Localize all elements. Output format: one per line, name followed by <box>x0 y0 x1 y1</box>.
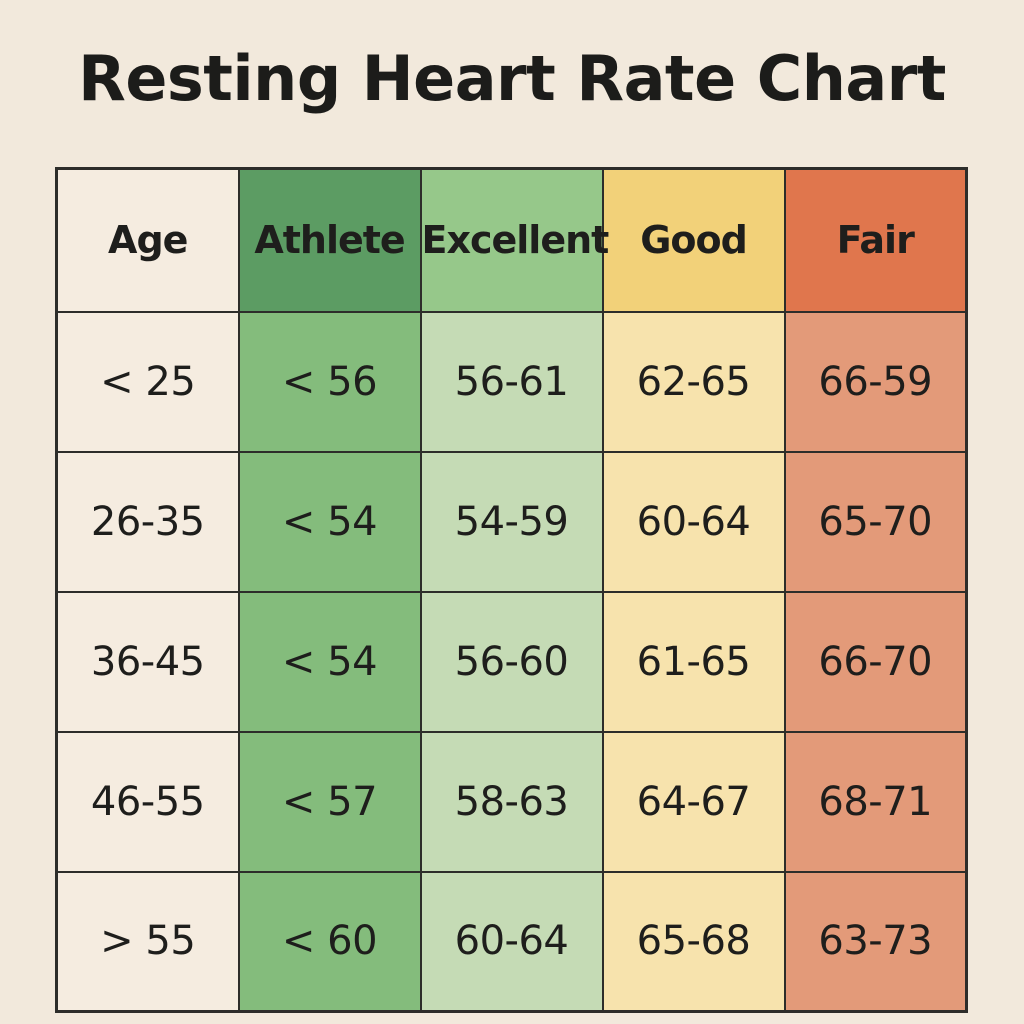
athlete-cell: < 57 <box>237 730 422 873</box>
excellent-cell: 56-61 <box>419 310 604 453</box>
heart-rate-table: Age Athlete Excellent Good Fair < 25 < 5… <box>55 167 968 1013</box>
fair-cell: 68-71 <box>783 730 968 873</box>
fair-cell: 66-59 <box>783 310 968 453</box>
age-cell: < 25 <box>55 310 240 453</box>
good-cell: 65-68 <box>601 870 786 1013</box>
age-cell: 46-55 <box>55 730 240 873</box>
table-row: < 25 < 56 56-61 62-65 66-59 <box>55 310 968 453</box>
good-cell: 60-64 <box>601 450 786 593</box>
excellent-cell: 56-60 <box>419 590 604 733</box>
column-header-fair: Fair <box>783 167 968 313</box>
age-cell: 26-35 <box>55 450 240 593</box>
column-header-excellent: Excellent <box>419 167 609 313</box>
good-cell: 64-67 <box>601 730 786 873</box>
chart-title: Resting Heart Rate Chart <box>78 42 946 115</box>
age-cell: > 55 <box>55 870 240 1013</box>
table-row: 26-35 < 54 54-59 60-64 65-70 <box>55 450 968 593</box>
excellent-cell: 60-64 <box>419 870 604 1013</box>
excellent-cell: 58-63 <box>419 730 604 873</box>
fair-cell: 63-73 <box>783 870 968 1013</box>
table-row: 46-55 < 57 58-63 64-67 68-71 <box>55 730 968 873</box>
age-cell: 36-45 <box>55 590 240 733</box>
column-header-age: Age <box>55 167 240 313</box>
athlete-cell: < 54 <box>237 590 422 733</box>
table-row: > 55 < 60 60-64 65-68 63-73 <box>55 870 968 1013</box>
good-cell: 62-65 <box>601 310 786 453</box>
table-body: < 25 < 56 56-61 62-65 66-59 26-35 < 54 5… <box>55 310 968 1013</box>
table-header: Age Athlete Excellent Good Fair <box>55 167 968 313</box>
athlete-cell: < 56 <box>237 310 422 453</box>
header-row: Age Athlete Excellent Good Fair <box>55 167 968 313</box>
column-header-athlete: Athlete <box>237 167 422 313</box>
athlete-cell: < 60 <box>237 870 422 1013</box>
excellent-cell: 54-59 <box>419 450 604 593</box>
athlete-cell: < 54 <box>237 450 422 593</box>
table-row: 36-45 < 54 56-60 61-65 66-70 <box>55 590 968 733</box>
fair-cell: 65-70 <box>783 450 968 593</box>
fair-cell: 66-70 <box>783 590 968 733</box>
good-cell: 61-65 <box>601 590 786 733</box>
column-header-good: Good <box>601 167 786 313</box>
